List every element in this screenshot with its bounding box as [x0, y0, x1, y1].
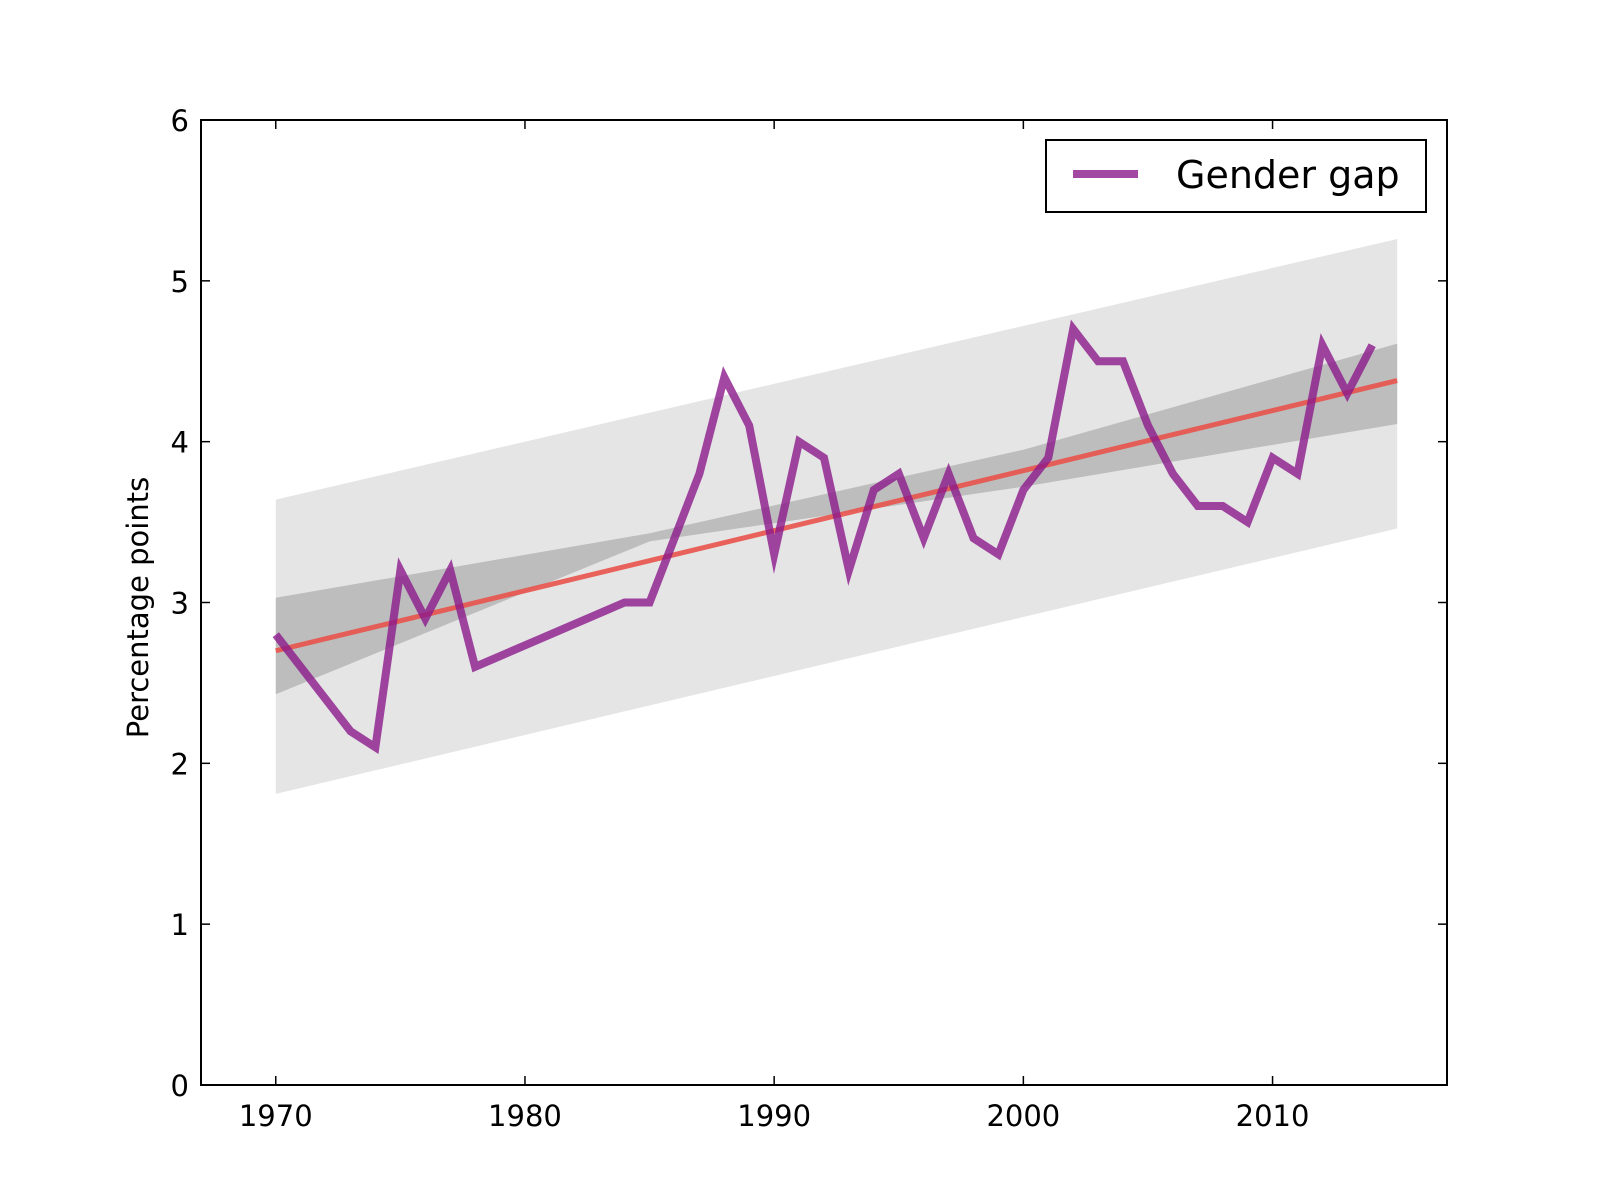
x-tick-label: 1990	[737, 1099, 811, 1133]
y-tick-label: 5	[171, 265, 189, 299]
y-tick-label: 3	[171, 587, 189, 621]
x-tick-label: 1980	[488, 1099, 562, 1133]
x-tick-label: 1970	[239, 1099, 313, 1133]
y-tick-label: 1	[171, 908, 189, 942]
y-tick-label: 0	[171, 1069, 189, 1103]
lines-layer	[272, 319, 1398, 755]
confidence-band	[275, 343, 1398, 695]
y-axis-label: Percentage points	[121, 477, 155, 738]
x-tick-label: 2000	[986, 1099, 1060, 1133]
y-tick-label: 2	[171, 747, 189, 781]
x-tick-label: 2010	[1236, 1099, 1310, 1133]
y-tick-label: 6	[171, 104, 189, 138]
legend-label-gender-gap: Gender gap	[1176, 153, 1400, 197]
ticks-layer: 1970 1980 1990 2000 2010 0 1 2 3 4 5 6	[171, 104, 1447, 1133]
legend: Gender gap	[1045, 139, 1427, 213]
y-tick-label: 4	[171, 426, 189, 460]
series-line-gender-gap	[272, 319, 1376, 755]
